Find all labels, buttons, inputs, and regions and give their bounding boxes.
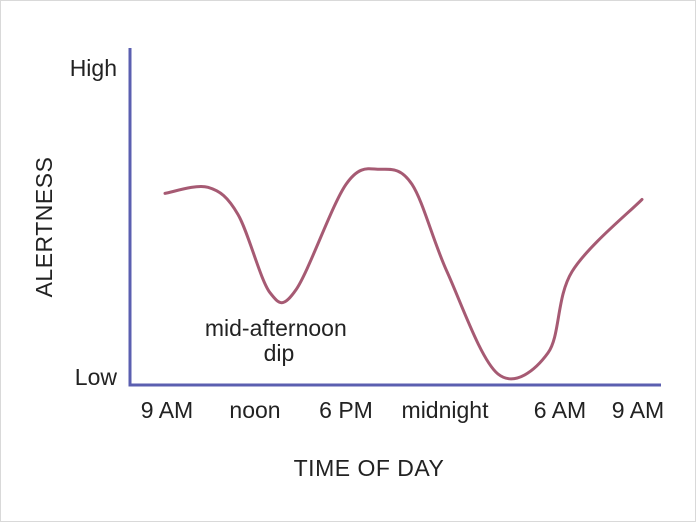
annotation-line-1: mid-afternoon [205,315,347,341]
series-layer [163,167,644,381]
curve-point-1 [207,186,210,189]
x-axis-title: TIME OF DAY [294,455,445,481]
point-layer [164,168,644,376]
curve-point-11 [571,270,574,273]
curve-point-0 [164,192,167,195]
x-tick-label-midnight: midnight [402,397,490,423]
curve-point-9 [497,372,500,375]
annotation-line-2: dip [264,340,295,366]
curve-point-8 [446,270,449,273]
x-tick-label-9am: 9 AM [141,397,193,423]
x-tick-label-noon: noon [229,397,280,423]
y-tick-label-high: High [70,55,117,81]
alertness-curve [163,167,644,381]
y-axis-title: ALERTNESS [31,157,57,298]
curve-point-3 [269,291,272,294]
curve-point-4 [295,288,298,291]
y-tick-label-low: Low [75,364,118,390]
annotation-mid-afternoon: mid-afternoon dip [205,315,353,366]
x-tick-label-6am: 6 AM [534,397,586,423]
curve-point-6 [379,168,382,171]
x-tick-label-6pm: 6 PM [319,397,373,423]
curve-point-2 [237,213,240,216]
x-tick-label-9am-end: 9 AM [612,397,664,423]
curve-point-12 [641,198,644,201]
curve-point-5 [345,183,348,186]
curve-point-10 [547,351,550,354]
curve-point-7 [411,183,414,186]
